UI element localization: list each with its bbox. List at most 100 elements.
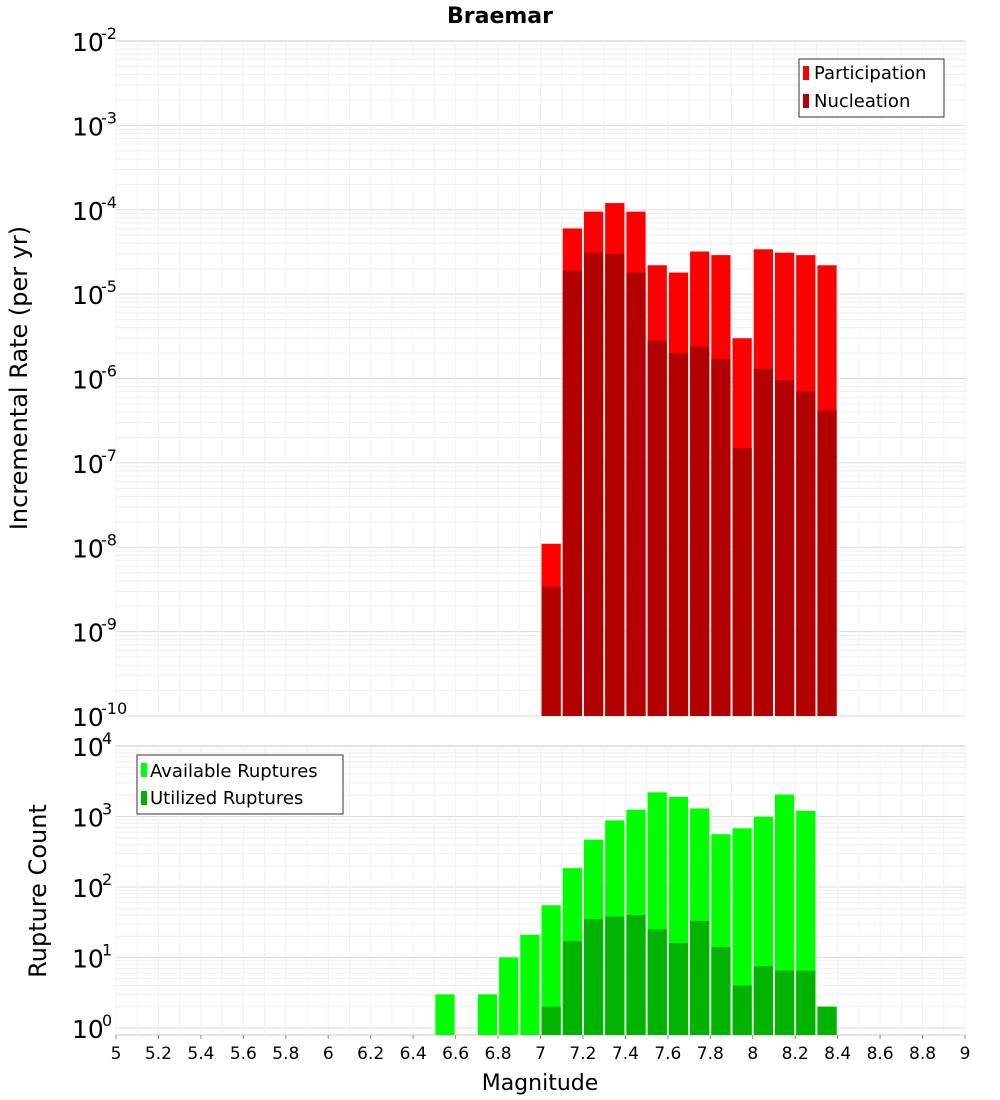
x-tick-label: 7.8 <box>697 1044 724 1064</box>
bar-utilized <box>605 916 625 1035</box>
bottom-legend-box <box>136 754 344 815</box>
y-tick-label: 10 <box>72 197 104 226</box>
y-tick-label: 10 <box>72 281 104 310</box>
y-tick-label: 10 <box>72 1015 104 1044</box>
x-tick-labels: 5 5.2 5.4 5.6 5.8 6 6.2 6.4 6.6 6.8 7 7.2 7.4 7.6 7.8 8… <box>111 1035 971 1064</box>
legend-label-utilized: Utilized Ruptures <box>150 788 303 809</box>
y-tick-exponent: -2 <box>101 24 117 43</box>
bar-available <box>499 957 519 1035</box>
legend-label-available: Available Ruptures <box>150 761 318 782</box>
y-tick-label: 10 <box>72 803 104 832</box>
bar-nucleation <box>711 359 731 716</box>
x-tick-label: 7.6 <box>654 1044 681 1064</box>
legend-label-nucleation: Nucleation <box>814 91 910 112</box>
bar-utilized <box>711 947 731 1035</box>
y-tick-exponent: -5 <box>101 277 117 296</box>
x-tick-label: 6.8 <box>485 1044 512 1064</box>
bar-utilized <box>774 970 795 1035</box>
y-tick-exponent: 4 <box>102 729 112 748</box>
y-tick-exponent: 0 <box>102 1011 112 1030</box>
x-tick-label: 9 <box>960 1044 971 1064</box>
x-tick-label: 6.6 <box>442 1044 469 1064</box>
y-tick-exponent: -9 <box>101 615 117 634</box>
bar-nucleation <box>605 253 625 716</box>
y-tick-exponent: -8 <box>101 530 117 549</box>
bar-utilized <box>753 966 773 1035</box>
bar-utilized <box>626 915 646 1035</box>
bar-utilized <box>817 1006 837 1035</box>
bar-available <box>732 828 752 1035</box>
y-tick-label: 10 <box>72 703 104 732</box>
bar-nucleation <box>796 391 816 716</box>
x-tick-label: 7.4 <box>612 1044 639 1064</box>
x-tick-label: 5.4 <box>187 1044 214 1064</box>
bar-utilized <box>690 920 710 1035</box>
x-tick-label: 6.4 <box>400 1044 427 1064</box>
bar-nucleation <box>668 353 689 716</box>
y-tick-label: 10 <box>72 450 104 479</box>
bar-nucleation <box>647 340 667 716</box>
x-tick-label: 7.2 <box>569 1044 596 1064</box>
y-tick-label: 10 <box>72 944 104 973</box>
y-tick-exponent: -7 <box>101 446 117 465</box>
chart-title: Braemar <box>447 4 553 29</box>
top-legend: Participation Nucleation <box>798 58 945 118</box>
bar-nucleation <box>753 368 773 716</box>
y-tick-label: 10 <box>72 619 104 648</box>
y-tick-label: 10 <box>72 366 104 395</box>
x-axis-label: Magnitude <box>482 1071 599 1096</box>
bar-utilized <box>562 941 582 1035</box>
bar-nucleation <box>541 586 561 716</box>
y-tick-label: 10 <box>72 28 104 57</box>
y-tick-label: 10 <box>72 534 104 563</box>
bar-utilized <box>541 1006 561 1035</box>
y-tick-exponent: -10 <box>101 699 127 718</box>
y-tick-exponent: 1 <box>102 940 112 959</box>
x-tick-label: 5.8 <box>272 1044 299 1064</box>
x-tick-label: 5 <box>111 1044 122 1064</box>
bottom-legend: Available Ruptures Utilized Ruptures <box>136 754 344 815</box>
bar-available <box>520 934 540 1035</box>
bar-nucleation <box>626 272 646 716</box>
x-tick-label: 8.2 <box>782 1044 809 1064</box>
bar-utilized <box>647 929 667 1035</box>
legend-swatch-utilized <box>141 791 147 805</box>
x-tick-label: 6 <box>323 1044 334 1064</box>
bar-available <box>477 994 498 1035</box>
x-tick-label: 6.2 <box>357 1044 384 1064</box>
legend-swatch-nucleation <box>803 94 809 108</box>
top-gridlines <box>115 41 966 717</box>
bar-nucleation <box>690 346 710 716</box>
x-tick-label: 8 <box>747 1044 758 1064</box>
x-tick-label: 5.6 <box>230 1044 257 1064</box>
bottom-y-axis-label: Rupture Count <box>24 804 52 978</box>
bar-nucleation <box>774 380 795 716</box>
y-tick-label: 10 <box>72 874 104 903</box>
y-tick-label: 10 <box>72 733 104 762</box>
x-tick-label: 7 <box>535 1044 546 1064</box>
bar-utilized <box>796 970 816 1035</box>
x-tick-label: 8.8 <box>909 1044 936 1064</box>
bar-utilized <box>732 985 752 1035</box>
y-tick-label: 10 <box>72 112 104 141</box>
bar-utilized <box>668 943 689 1035</box>
top-legend-box <box>798 58 945 118</box>
y-tick-exponent: -6 <box>101 362 117 381</box>
bar-nucleation <box>583 252 604 716</box>
bar-nucleation <box>817 410 837 716</box>
bar-nucleation <box>562 270 582 716</box>
x-tick-label: 8.6 <box>867 1044 894 1064</box>
bottom-bars <box>435 792 837 1035</box>
bar-available <box>435 994 455 1035</box>
legend-label-participation: Participation <box>814 63 926 84</box>
x-tick-label: 5.2 <box>145 1044 172 1064</box>
legend-swatch-participation <box>803 66 809 80</box>
legend-swatch-available <box>141 763 147 777</box>
y-tick-exponent: -4 <box>101 193 117 212</box>
y-tick-exponent: 2 <box>102 870 112 889</box>
top-y-axis-label: Incremental Rate (per yr) <box>5 226 33 530</box>
